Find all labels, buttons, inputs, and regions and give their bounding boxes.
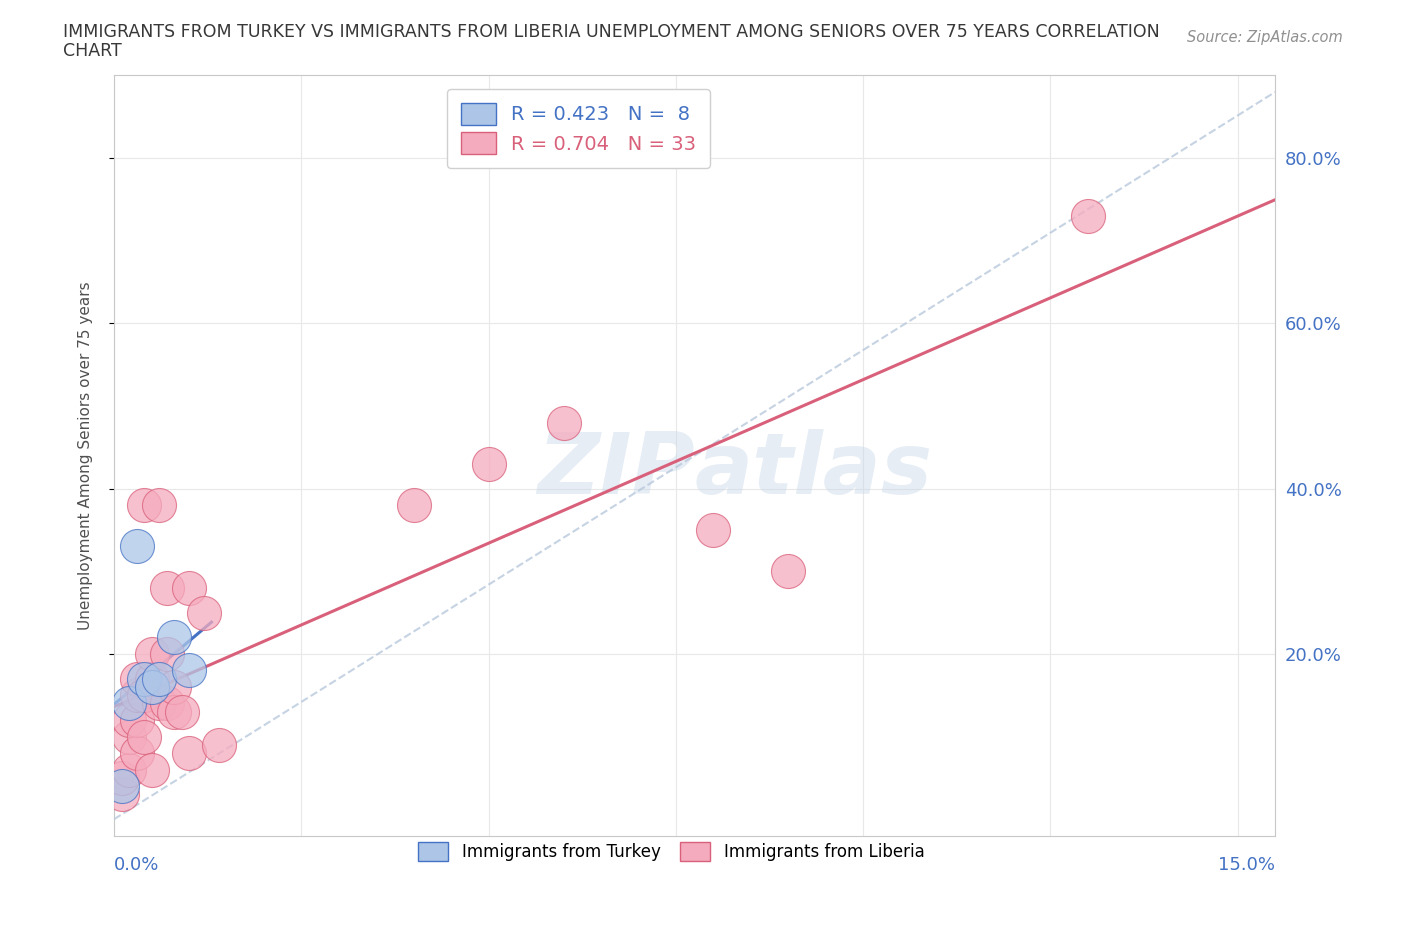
Point xyxy=(125,746,148,761)
Point xyxy=(155,646,177,661)
Text: IMMIGRANTS FROM TURKEY VS IMMIGRANTS FROM LIBERIA UNEMPLOYMENT AMONG SENIORS OVE: IMMIGRANTS FROM TURKEY VS IMMIGRANTS FRO… xyxy=(63,23,1160,41)
Point xyxy=(110,787,132,802)
Point xyxy=(148,498,170,512)
Point xyxy=(177,663,200,678)
Point xyxy=(141,680,163,695)
Text: Source: ZipAtlas.com: Source: ZipAtlas.com xyxy=(1187,30,1343,45)
Text: ZIP: ZIP xyxy=(537,430,695,512)
Point xyxy=(132,671,155,686)
Point xyxy=(118,763,141,777)
Point xyxy=(148,696,170,711)
Y-axis label: Unemployment Among Seniors over 75 years: Unemployment Among Seniors over 75 years xyxy=(79,281,93,630)
Point xyxy=(553,415,575,430)
Point xyxy=(118,696,141,711)
Point xyxy=(163,680,186,695)
Text: atlas: atlas xyxy=(695,430,932,512)
Point xyxy=(163,704,186,719)
Legend: Immigrants from Turkey, Immigrants from Liberia: Immigrants from Turkey, Immigrants from … xyxy=(411,833,934,870)
Point xyxy=(170,704,193,719)
Point xyxy=(193,605,215,620)
Point xyxy=(125,539,148,554)
Point xyxy=(478,457,501,472)
Point xyxy=(141,671,163,686)
Point xyxy=(132,498,155,512)
Point xyxy=(118,712,141,727)
Point xyxy=(141,646,163,661)
Point xyxy=(141,763,163,777)
Point xyxy=(778,564,800,578)
Point xyxy=(110,778,132,793)
Point xyxy=(702,523,724,538)
Text: CHART: CHART xyxy=(63,42,122,60)
Point xyxy=(177,746,200,761)
Point xyxy=(148,671,170,686)
Point xyxy=(177,580,200,595)
Point xyxy=(132,729,155,744)
Point xyxy=(125,671,148,686)
Point xyxy=(402,498,425,512)
Point xyxy=(132,688,155,703)
Point xyxy=(155,580,177,595)
Point xyxy=(110,770,132,785)
Point xyxy=(1077,208,1099,223)
Point xyxy=(208,737,231,752)
Point xyxy=(125,688,148,703)
Text: 15.0%: 15.0% xyxy=(1218,857,1275,874)
Point xyxy=(163,630,186,644)
Text: 0.0%: 0.0% xyxy=(114,857,159,874)
Point xyxy=(125,712,148,727)
Point xyxy=(155,696,177,711)
Point xyxy=(118,729,141,744)
